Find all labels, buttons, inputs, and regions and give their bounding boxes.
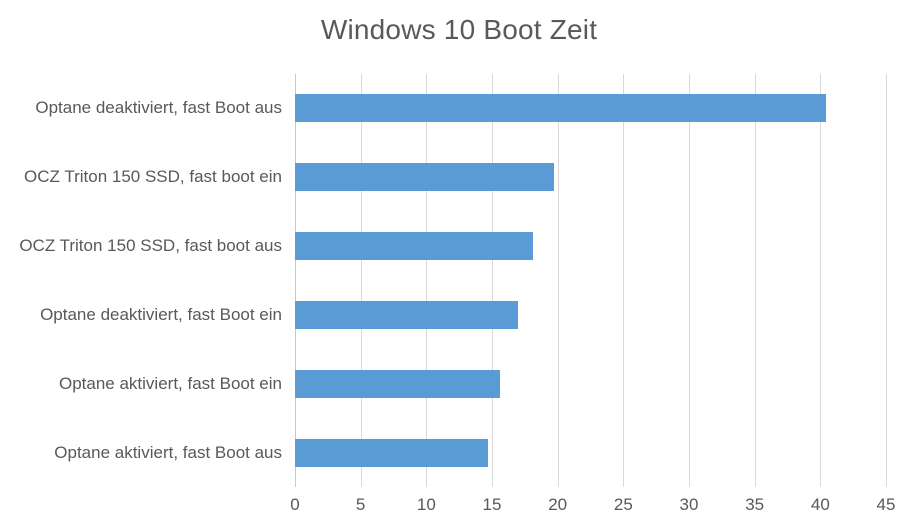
x-tick-label: 25 [613, 495, 633, 514]
gridline [492, 74, 493, 487]
bar-series [295, 74, 886, 487]
gridline [360, 74, 362, 487]
gridline [623, 74, 625, 487]
gridline [689, 74, 690, 487]
bar [295, 163, 554, 192]
bar-row [295, 74, 886, 143]
category-label: OCZ Triton 150 SSD, fast boot aus [19, 236, 282, 256]
bar-row [295, 349, 886, 418]
bar-row [295, 143, 886, 212]
x-tick-label: 35 [745, 495, 765, 514]
bar-row [295, 212, 886, 281]
x-tick-label: 40 [810, 495, 830, 514]
category-label: OCZ Triton 150 SSD, fast boot ein [24, 167, 282, 187]
category-axis: Optane deaktiviert, fast Boot aus OCZ Tri… [0, 74, 282, 487]
bar-row [295, 280, 886, 349]
bar [295, 300, 519, 329]
x-tick-label: 15 [482, 495, 502, 514]
bar [295, 369, 500, 398]
value-axis: 0 5 10 15 20 25 30 35 40 45 [290, 495, 895, 519]
category-label: Optane deaktiviert, fast Boot aus [35, 98, 282, 118]
category-label: Optane aktiviert, fast Boot aus [54, 442, 282, 462]
x-tick-label: 30 [679, 495, 699, 514]
gridline [886, 74, 887, 487]
x-tick-label: 10 [416, 495, 436, 514]
x-tick-label: 45 [876, 495, 896, 514]
gridline [820, 74, 822, 487]
chart-title: Windows 10 Boot Zeit [320, 14, 598, 45]
x-tick-label: 0 [290, 495, 300, 514]
category-label: Optane aktiviert, fast Boot ein [58, 373, 282, 393]
x-tick-label: 20 [548, 495, 568, 514]
bar [295, 94, 826, 123]
plot-area [295, 74, 887, 487]
category-label: Optane deaktiviert, fast Boot ein [40, 304, 282, 324]
gridline [557, 74, 559, 487]
bar-row [295, 418, 886, 487]
x-tick-label: 5 [355, 495, 366, 514]
bar [295, 438, 489, 467]
bar [295, 232, 533, 261]
gridline [426, 74, 428, 487]
gridline [754, 74, 756, 487]
y-axis-line [295, 74, 296, 487]
